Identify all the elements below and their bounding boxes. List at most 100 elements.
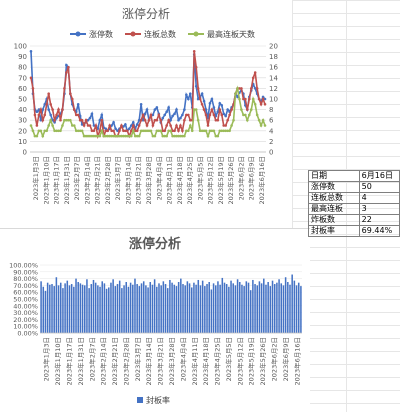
bar [293,280,296,333]
data-point [80,129,84,133]
summary-row-max-consecutive[interactable]: 最高连板 3 [308,203,400,215]
data-point [161,116,165,120]
bar [112,279,114,333]
bar [64,283,66,333]
data-point [88,116,92,120]
bar [291,274,293,333]
bar [123,285,125,333]
bar [145,285,147,333]
summary-label[interactable]: 日期 [308,170,360,182]
summary-row-date[interactable]: 日期 6月16日 [308,170,400,182]
summary-label[interactable]: 最高连板 [308,203,360,215]
summary-value[interactable]: 69.44% [358,225,400,237]
data-point [185,129,188,133]
summary-value[interactable]: 4 [358,192,400,204]
data-point [212,106,216,109]
data-point [143,118,147,122]
data-point [173,129,176,133]
y-tick-label: 40.00% [13,302,38,310]
data-point [126,134,129,138]
bar [53,286,55,333]
data-point [204,108,208,111]
data-point [104,134,108,138]
data-point [226,108,229,111]
summary-row-consecutive-total[interactable]: 连板总数 4 [308,192,400,204]
bar [114,286,117,333]
y-right-tick-label: 10 [269,96,278,104]
data-point [196,87,200,90]
data-point [49,118,52,122]
summary-row-broken[interactable]: 炸板数 22 [308,214,400,226]
data-point [98,129,102,133]
data-point [37,108,41,111]
data-point [202,108,206,111]
data-point [208,113,212,117]
limit-up-line-chart: 涨停分析 涨停数 连板总数 最高连板天数 0 10 20 30 40 50 60 70 80 90 100 0… [0,0,292,226]
y-tick-label: 60.00% [13,289,38,297]
summary-label[interactable]: 炸板数 [308,214,360,226]
bar [269,286,272,333]
data-point [208,129,212,133]
bar [206,284,208,333]
data-point [159,129,163,133]
x-tick-label: 2023年2月14日 [82,156,91,204]
data-point [29,76,33,80]
y-right-tick-label: 18 [269,53,278,61]
data-point [112,121,115,124]
bar [81,284,84,333]
bar [265,284,267,333]
data-point [47,124,50,127]
summary-row-limit-up[interactable]: 涨停数 50 [308,181,400,193]
bar [138,286,141,333]
x-tick-label: 2023年3月7日 [113,156,122,200]
bar [201,280,204,333]
bar [147,287,149,333]
summary-value[interactable]: 3 [358,203,400,215]
data-point [139,129,143,133]
bar [164,284,167,333]
bar [103,283,106,333]
data-point [187,129,190,133]
bar [97,285,99,333]
data-point [49,103,52,106]
data-point [70,124,74,127]
x-tick-label: 2023年5月12日 [235,337,244,385]
bar [121,288,123,333]
data-point [155,106,159,109]
series-line-0 [30,51,266,133]
legend-label: 最高连板天数 [207,29,255,39]
data-point [124,134,127,138]
summary-label[interactable]: 涨停数 [308,181,360,193]
bar [190,287,193,333]
summary-value[interactable]: 50 [358,181,400,193]
data-point [112,134,115,138]
data-point [263,103,267,106]
summary-table: 日期 6月16日 涨停数 50 连板总数 4 最高连板 3 炸板数 22 封板率… [308,170,400,237]
bar [273,284,276,333]
data-point [177,129,180,133]
data-point [82,124,86,127]
x-tick-label: 2023年3月21日 [134,156,143,204]
data-point [171,114,174,118]
data-point [242,97,245,101]
x-tick-label: 2023年2月21日 [110,337,119,385]
data-point [214,118,218,122]
x-tick-label: 2023年5月12日 [206,156,215,204]
summary-row-seal-rate[interactable]: 封板率 69.44% [308,225,400,237]
summary-value[interactable]: 6月16日 [358,170,400,182]
data-point [84,134,88,138]
legend-label: 连板总数 [144,29,176,39]
data-point [124,129,127,133]
summary-label[interactable]: 封板率 [308,225,360,237]
bar [195,284,197,333]
data-point [143,129,147,133]
bar [287,282,289,333]
summary-label[interactable]: 连板总数 [308,192,360,204]
y-left-tick-label: 90 [18,53,27,61]
data-point [208,101,212,105]
bar [252,279,254,333]
bar [282,285,285,333]
bar [79,283,82,333]
data-point [120,134,123,138]
summary-value[interactable]: 22 [358,214,400,226]
